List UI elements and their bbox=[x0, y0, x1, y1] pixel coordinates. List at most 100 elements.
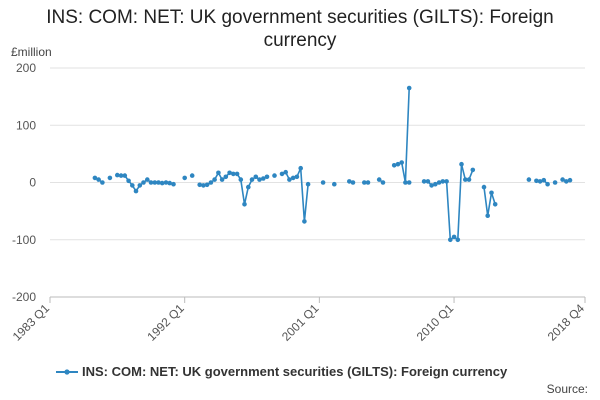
data-point bbox=[223, 174, 229, 180]
data-point bbox=[283, 169, 289, 175]
data-point bbox=[122, 173, 128, 178]
y-axis-ticks: 200 100 0 -100 -200 bbox=[12, 61, 36, 304]
legend[interactable]: INS: COM: NET: UK government securities … bbox=[56, 364, 507, 379]
x-tick-label: 1983 Q1 bbox=[10, 301, 53, 344]
data-point bbox=[156, 180, 161, 185]
data-point bbox=[272, 173, 277, 178]
data-point bbox=[133, 188, 139, 194]
data-point bbox=[130, 183, 135, 188]
data-point bbox=[448, 237, 453, 243]
data-point bbox=[298, 165, 304, 171]
data-point bbox=[253, 174, 259, 180]
data-point bbox=[552, 180, 558, 185]
series-line bbox=[94, 87, 571, 241]
data-point bbox=[189, 173, 195, 178]
data-point bbox=[466, 177, 472, 182]
data-point bbox=[347, 179, 352, 184]
data-point bbox=[163, 180, 169, 185]
data-point bbox=[118, 173, 124, 178]
data-point bbox=[492, 202, 498, 207]
x-tick-label: 2001 Q1 bbox=[279, 301, 322, 344]
data-point bbox=[152, 180, 158, 185]
data-point bbox=[182, 175, 187, 181]
data-point bbox=[545, 181, 550, 187]
x-tick-label: 1992 Q1 bbox=[144, 301, 187, 344]
data-point bbox=[380, 180, 386, 185]
y-axis-unit-label: £million bbox=[11, 45, 52, 59]
x-tick-label: 2018 Q4 bbox=[545, 301, 588, 344]
data-point bbox=[197, 182, 202, 188]
data-point bbox=[425, 179, 431, 184]
data-point bbox=[137, 183, 143, 188]
data-point bbox=[92, 175, 98, 181]
y-tick-label: 0 bbox=[29, 176, 36, 190]
chart-title: INS: COM: NET: UK government securities … bbox=[46, 7, 554, 51]
data-point bbox=[159, 180, 165, 186]
series-segment bbox=[393, 87, 410, 184]
data-point bbox=[145, 177, 150, 182]
data-point bbox=[100, 180, 105, 185]
data-point bbox=[167, 180, 172, 186]
data-point bbox=[489, 190, 494, 196]
data-point bbox=[332, 181, 337, 187]
data-point bbox=[231, 171, 236, 177]
y-tick-label: 200 bbox=[16, 61, 36, 75]
data-point bbox=[365, 180, 371, 185]
data-point bbox=[534, 178, 539, 184]
data-point bbox=[440, 179, 446, 184]
data-point bbox=[305, 181, 311, 187]
data-point bbox=[242, 202, 247, 207]
data-point bbox=[294, 174, 300, 180]
legend-label: INS: COM: NET: UK government securities … bbox=[82, 364, 508, 379]
data-point bbox=[406, 180, 412, 185]
data-point bbox=[395, 161, 401, 167]
data-point bbox=[350, 180, 356, 185]
data-point bbox=[238, 177, 244, 182]
data-point bbox=[455, 237, 461, 243]
y-tick-label: -200 bbox=[12, 290, 36, 304]
data-point bbox=[541, 177, 547, 183]
data-point bbox=[148, 180, 154, 185]
data-point bbox=[436, 180, 442, 185]
data-point bbox=[320, 180, 326, 185]
data-point bbox=[141, 180, 146, 185]
data-point bbox=[257, 177, 262, 182]
data-point bbox=[485, 213, 491, 218]
data-point bbox=[564, 179, 569, 184]
data-point bbox=[391, 163, 397, 168]
data-point bbox=[459, 161, 464, 167]
data-point bbox=[463, 177, 468, 182]
data-point bbox=[567, 177, 573, 183]
data-point bbox=[227, 170, 232, 176]
data-point bbox=[481, 184, 487, 190]
data-point bbox=[115, 172, 120, 178]
data-point bbox=[444, 179, 449, 184]
data-point bbox=[246, 184, 251, 190]
x-tick-label: 2010 Q1 bbox=[414, 301, 457, 344]
data-point bbox=[107, 175, 113, 181]
data-point bbox=[287, 177, 292, 182]
data-point bbox=[302, 219, 307, 224]
data-point bbox=[126, 178, 131, 184]
data-point bbox=[451, 234, 457, 240]
data-point bbox=[376, 177, 382, 182]
data-point bbox=[219, 177, 225, 182]
data-point bbox=[201, 183, 206, 188]
data-point bbox=[403, 180, 408, 185]
data-point bbox=[96, 177, 101, 182]
series-segment bbox=[424, 163, 474, 241]
data-point bbox=[208, 180, 214, 185]
data-point bbox=[399, 160, 405, 165]
data-point bbox=[429, 183, 434, 188]
data-point bbox=[216, 170, 221, 176]
x-axis: 1983 Q1 1992 Q1 2001 Q1 2010 Q1 2018 Q4 bbox=[10, 296, 588, 344]
data-point bbox=[470, 167, 476, 173]
legend-swatch-icon bbox=[56, 367, 78, 377]
data-point bbox=[171, 181, 176, 187]
data-point bbox=[290, 175, 296, 181]
series-points bbox=[92, 85, 573, 243]
y-tick-label: -100 bbox=[12, 233, 36, 247]
data-point bbox=[421, 179, 427, 184]
source-label: Source: bbox=[546, 382, 588, 396]
